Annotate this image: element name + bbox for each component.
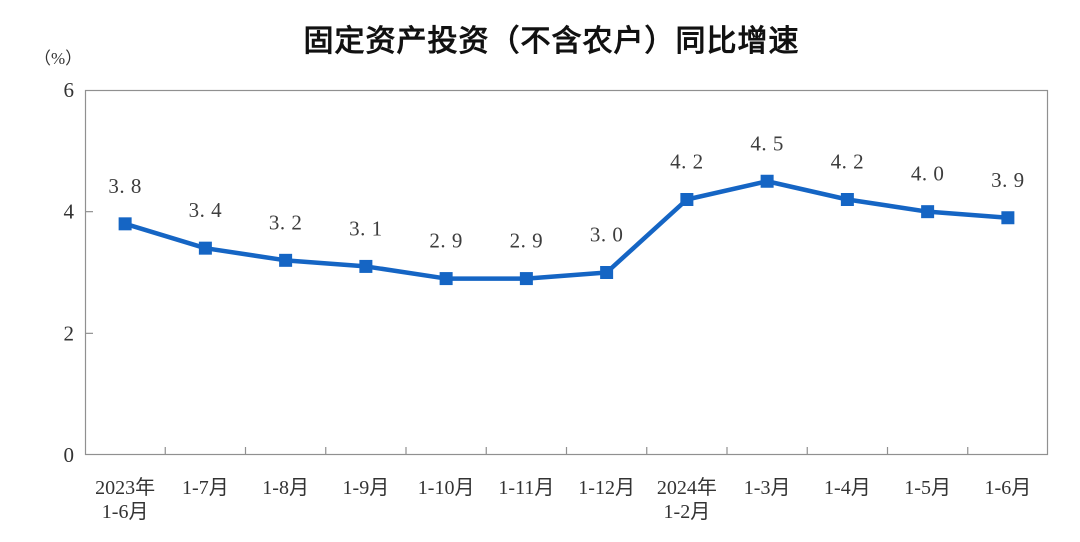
data-point-marker <box>680 193 694 206</box>
data-point-label: 3. 0 <box>590 223 624 247</box>
data-point-marker <box>760 174 774 188</box>
data-point-marker <box>279 253 293 267</box>
y-axis-tick-label: 0 <box>64 443 75 467</box>
x-axis-category-label: 1-2月 <box>664 501 711 523</box>
y-axis-unit-label: （%） <box>34 49 83 68</box>
y-axis-tick-label: 4 <box>64 200 75 224</box>
x-axis-category-label: 1-9月 <box>343 477 390 499</box>
data-point-label: 3. 4 <box>189 198 223 222</box>
data-point-marker <box>519 272 533 286</box>
data-point-label: 2. 9 <box>510 229 544 253</box>
series-line <box>122 179 1011 281</box>
data-point-marker <box>840 193 854 206</box>
data-point-label: 4. 2 <box>670 150 704 174</box>
data-point-marker <box>118 217 132 231</box>
x-axis-category-label: 2023年 <box>95 476 155 499</box>
y-axis-tick-label: 6 <box>64 78 75 102</box>
data-point-label: 4. 2 <box>831 150 865 174</box>
x-axis-category-label: 1-8月 <box>262 477 309 499</box>
data-point-label: 4. 5 <box>750 131 784 155</box>
x-axis-category-label: 1-6月 <box>985 477 1032 499</box>
data-point-label: 3. 8 <box>108 174 142 198</box>
x-axis-category-label: 1-7月 <box>182 477 229 499</box>
data-point-label: 3. 2 <box>269 210 303 234</box>
x-axis-category-label: 1-4月 <box>824 477 871 499</box>
data-point-marker <box>921 205 935 219</box>
x-axis-category-label: 2024年 <box>657 476 717 499</box>
x-axis-category-label: 1-12月 <box>578 477 635 499</box>
chart-title: 固定资产投资（不含农户）同比增速 <box>303 25 800 58</box>
x-axis-category-label: 1-6月 <box>102 501 149 523</box>
y-axis-tick-label: 2 <box>64 321 75 345</box>
x-axis-category-label: 1-5月 <box>904 477 951 499</box>
data-point-label: 4. 0 <box>911 162 945 186</box>
x-axis-category-label: 1-3月 <box>744 477 791 499</box>
x-axis-category-label: 1-10月 <box>418 477 475 499</box>
data-point-marker <box>359 259 373 273</box>
data-point-label: 3. 9 <box>991 168 1025 192</box>
data-point-marker <box>439 272 453 286</box>
data-point-label: 3. 1 <box>349 216 383 240</box>
plot-border <box>84 89 1049 456</box>
data-point-label: 2. 9 <box>429 229 463 253</box>
x-axis-category-label: 1-11月 <box>498 477 554 499</box>
data-point-marker <box>1001 211 1015 225</box>
data-point-marker <box>198 241 212 255</box>
data-point-marker <box>600 266 614 279</box>
